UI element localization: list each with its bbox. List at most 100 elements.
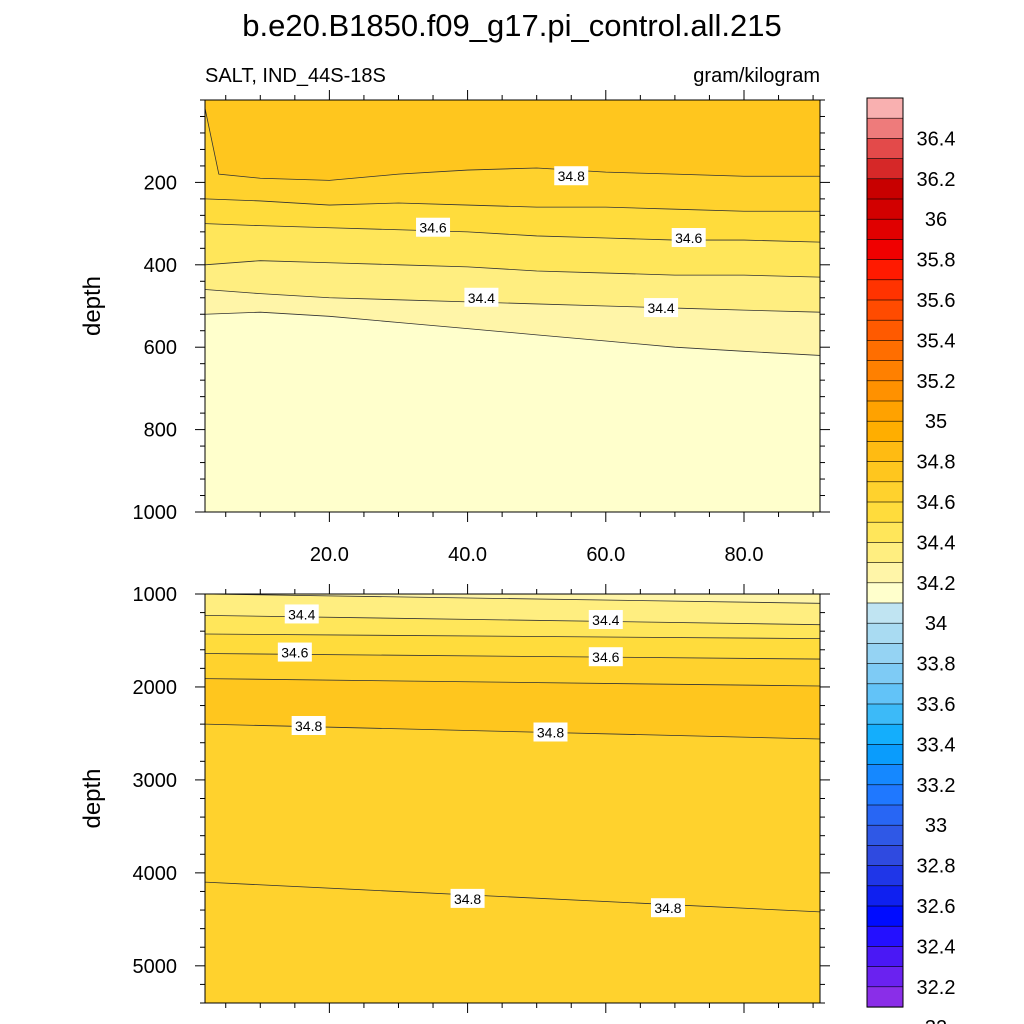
colorbar-swatch bbox=[866, 784, 904, 806]
colorbar-swatch bbox=[866, 824, 904, 847]
contour-label: 34.8 bbox=[554, 166, 589, 186]
colorbar-swatch bbox=[866, 582, 904, 604]
contour-label: 34.4 bbox=[464, 287, 499, 307]
colorbar-swatch bbox=[866, 158, 904, 180]
colorbar-swatch bbox=[866, 380, 904, 402]
svg-text:34.6: 34.6 bbox=[419, 220, 446, 236]
colorbar-label: 33.6 bbox=[917, 694, 956, 716]
colorbar-swatch bbox=[866, 966, 904, 988]
colorbar-label: 33.4 bbox=[917, 734, 956, 756]
contour-label: 34.4 bbox=[284, 604, 319, 624]
colorbar-swatch bbox=[866, 299, 904, 321]
lower-panel: 34.4 34.4 34.6 34.6 34.8 34.8 34.8 34.8 1000 2000… bbox=[79, 584, 830, 1013]
colorbar-swatch bbox=[866, 501, 904, 523]
colorbar-swatch bbox=[866, 865, 904, 887]
x-tick-label: 20.0 bbox=[310, 544, 349, 566]
contour-label: 34.6 bbox=[671, 228, 706, 248]
contour-label: 34.8 bbox=[533, 722, 568, 742]
colorbar-label: 32.2 bbox=[917, 977, 956, 999]
y-tick-label: 3000 bbox=[133, 770, 178, 792]
colorbar-swatch bbox=[866, 804, 904, 826]
colorbar-swatch bbox=[866, 764, 904, 786]
x-tick-label: 40.0 bbox=[448, 544, 487, 566]
colorbar-swatch bbox=[866, 420, 904, 443]
colorbar-label: 32 bbox=[925, 1017, 947, 1024]
y-tick-label: 600 bbox=[144, 337, 177, 359]
colorbar-swatch bbox=[866, 905, 904, 927]
colorbar-swatch bbox=[866, 138, 904, 160]
colorbar-swatch bbox=[866, 845, 904, 867]
contour-line bbox=[205, 881, 820, 913]
colorbar-swatch bbox=[866, 683, 904, 705]
colorbar-label: 36.4 bbox=[917, 128, 956, 150]
svg-text:34.4: 34.4 bbox=[468, 290, 495, 306]
contour-label: 34.8 bbox=[650, 898, 685, 918]
contour-line bbox=[205, 198, 820, 212]
colorbar-swatch bbox=[866, 400, 904, 422]
colorbar-swatch bbox=[866, 360, 904, 382]
y-tick-label: 200 bbox=[144, 172, 177, 194]
y-tick-label: 800 bbox=[144, 420, 177, 442]
colorbar-swatch bbox=[866, 622, 904, 645]
colorbar-swatch bbox=[866, 441, 904, 463]
colorbar-swatch bbox=[866, 340, 904, 362]
colorbar-swatch bbox=[866, 643, 904, 665]
y-axis-label: depth bbox=[79, 276, 106, 336]
upper-panel: 34.8 34.6 34.6 34.4 34.4 200 400 600 800 1000 20.0… bbox=[79, 90, 830, 566]
contour-line bbox=[205, 260, 820, 278]
colorbar-label: 35.2 bbox=[917, 371, 956, 393]
svg-text:34.6: 34.6 bbox=[675, 230, 702, 246]
colorbar-label: 34 bbox=[925, 613, 947, 635]
colorbar-swatch bbox=[866, 946, 904, 968]
plot-frame bbox=[204, 99, 821, 513]
colorbar-swatch bbox=[866, 117, 904, 139]
contour-line bbox=[205, 633, 820, 640]
y-tick-label: 1000 bbox=[133, 584, 178, 606]
contour-band bbox=[205, 312, 820, 512]
svg-text:34.6: 34.6 bbox=[281, 645, 308, 661]
colorbar-swatch bbox=[866, 97, 904, 119]
contour-line bbox=[205, 678, 820, 687]
contour-line bbox=[205, 289, 820, 313]
colorbar-label: 34.8 bbox=[917, 452, 956, 474]
colorbar-swatch bbox=[866, 602, 904, 624]
colorbar-swatch bbox=[866, 744, 904, 766]
chart-title: b.e20.B1850.f09_g17.pi_control.all.215 bbox=[242, 8, 782, 43]
colorbar-label: 34.6 bbox=[917, 492, 956, 514]
colorbar-swatch bbox=[866, 319, 904, 342]
colorbar-label: 36.2 bbox=[917, 169, 956, 191]
colorbar-label: 34.2 bbox=[917, 573, 956, 595]
y-tick-label: 5000 bbox=[133, 956, 178, 978]
contour-line bbox=[205, 108, 820, 181]
colorbar-label: 35.4 bbox=[917, 330, 956, 352]
colorbar-label: 35.6 bbox=[917, 290, 956, 312]
colorbar-swatch bbox=[866, 703, 904, 725]
y-tick-label: 2000 bbox=[133, 677, 178, 699]
svg-text:34.8: 34.8 bbox=[537, 725, 564, 741]
contour-label: 34.6 bbox=[416, 217, 451, 237]
colorbar-label: 32.4 bbox=[917, 936, 956, 958]
svg-text:34.8: 34.8 bbox=[295, 718, 322, 734]
contour-line bbox=[205, 311, 820, 356]
svg-text:34.8: 34.8 bbox=[654, 900, 681, 916]
svg-text:34.4: 34.4 bbox=[647, 300, 674, 316]
left-subtitle: SALT, IND_44S-18S bbox=[205, 65, 386, 87]
x-tick-label: 60.0 bbox=[586, 544, 625, 566]
contour-label: 34.6 bbox=[277, 642, 312, 662]
colorbar-label: 34.4 bbox=[917, 532, 956, 554]
contour-label: 34.8 bbox=[291, 715, 326, 735]
colorbar-swatch bbox=[866, 663, 904, 685]
svg-text:34.4: 34.4 bbox=[592, 612, 619, 628]
y-axis-label: depth bbox=[79, 768, 106, 828]
colorbar-swatch bbox=[866, 925, 904, 948]
svg-text:34.8: 34.8 bbox=[454, 891, 481, 907]
svg-text:34.6: 34.6 bbox=[592, 649, 619, 665]
colorbar-swatch bbox=[866, 461, 904, 483]
colorbar-label: 33.8 bbox=[917, 654, 956, 676]
right-subtitle: gram/kilogram bbox=[693, 65, 820, 87]
colorbar-swatch bbox=[866, 178, 904, 200]
colorbar-swatch bbox=[866, 542, 904, 564]
contour-label: 34.6 bbox=[588, 647, 623, 667]
svg-text:34.8: 34.8 bbox=[558, 168, 585, 184]
